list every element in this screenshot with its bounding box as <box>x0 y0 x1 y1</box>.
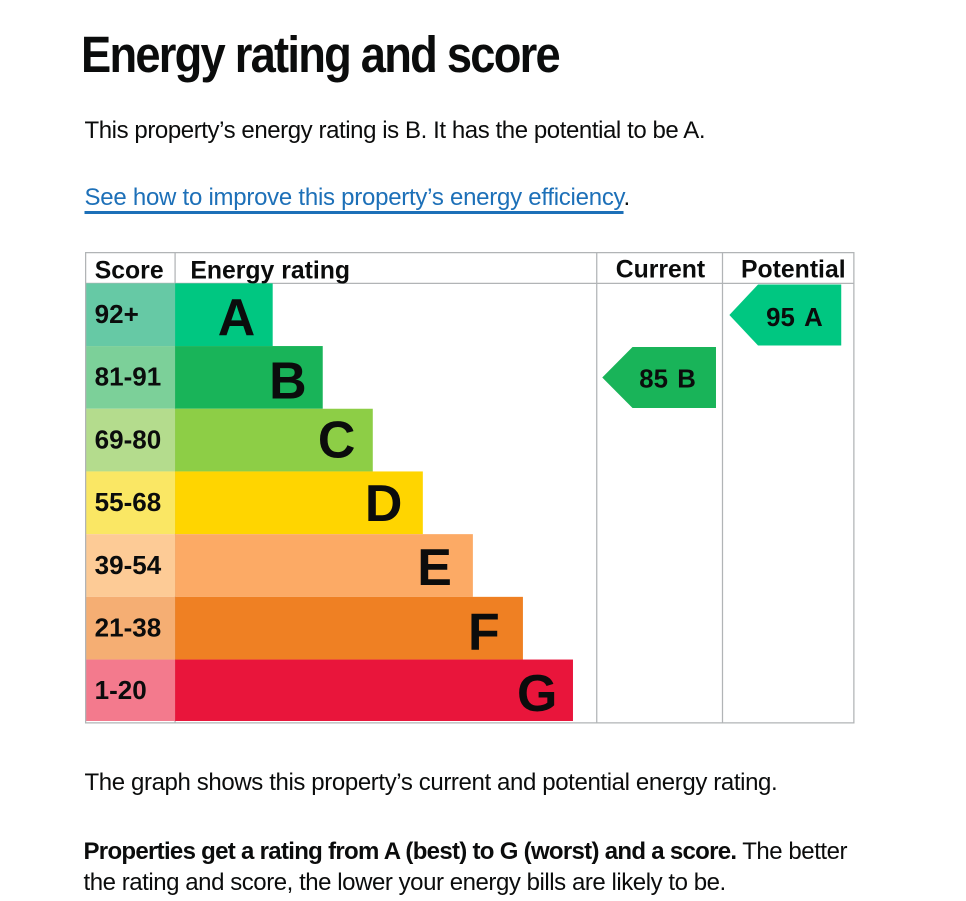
svg-text:Energy rating: Energy rating <box>190 257 350 284</box>
svg-text:E: E <box>417 539 452 597</box>
svg-text:69-80: 69-80 <box>95 424 162 454</box>
svg-text:85B: 85 B <box>639 366 696 394</box>
svg-text:39-54: 39-54 <box>95 550 162 580</box>
svg-text:A: A <box>218 289 255 347</box>
svg-text:Current: Current <box>616 257 705 284</box>
svg-text:C: C <box>318 412 355 470</box>
svg-text:92+: 92+ <box>95 299 139 329</box>
svg-text:B: B <box>269 353 306 411</box>
svg-text:F: F <box>468 603 500 661</box>
svg-text:Potential: Potential <box>741 257 846 284</box>
svg-text:1-20: 1-20 <box>95 675 147 705</box>
svg-text:Score: Score <box>95 257 164 284</box>
svg-text:D: D <box>365 475 402 533</box>
svg-text:21-38: 21-38 <box>95 613 162 643</box>
svg-text:81-91: 81-91 <box>95 362 162 392</box>
svg-text:G: G <box>517 665 557 723</box>
svg-text:95A: 95 A <box>766 304 823 332</box>
svg-text:55-68: 55-68 <box>95 487 162 517</box>
